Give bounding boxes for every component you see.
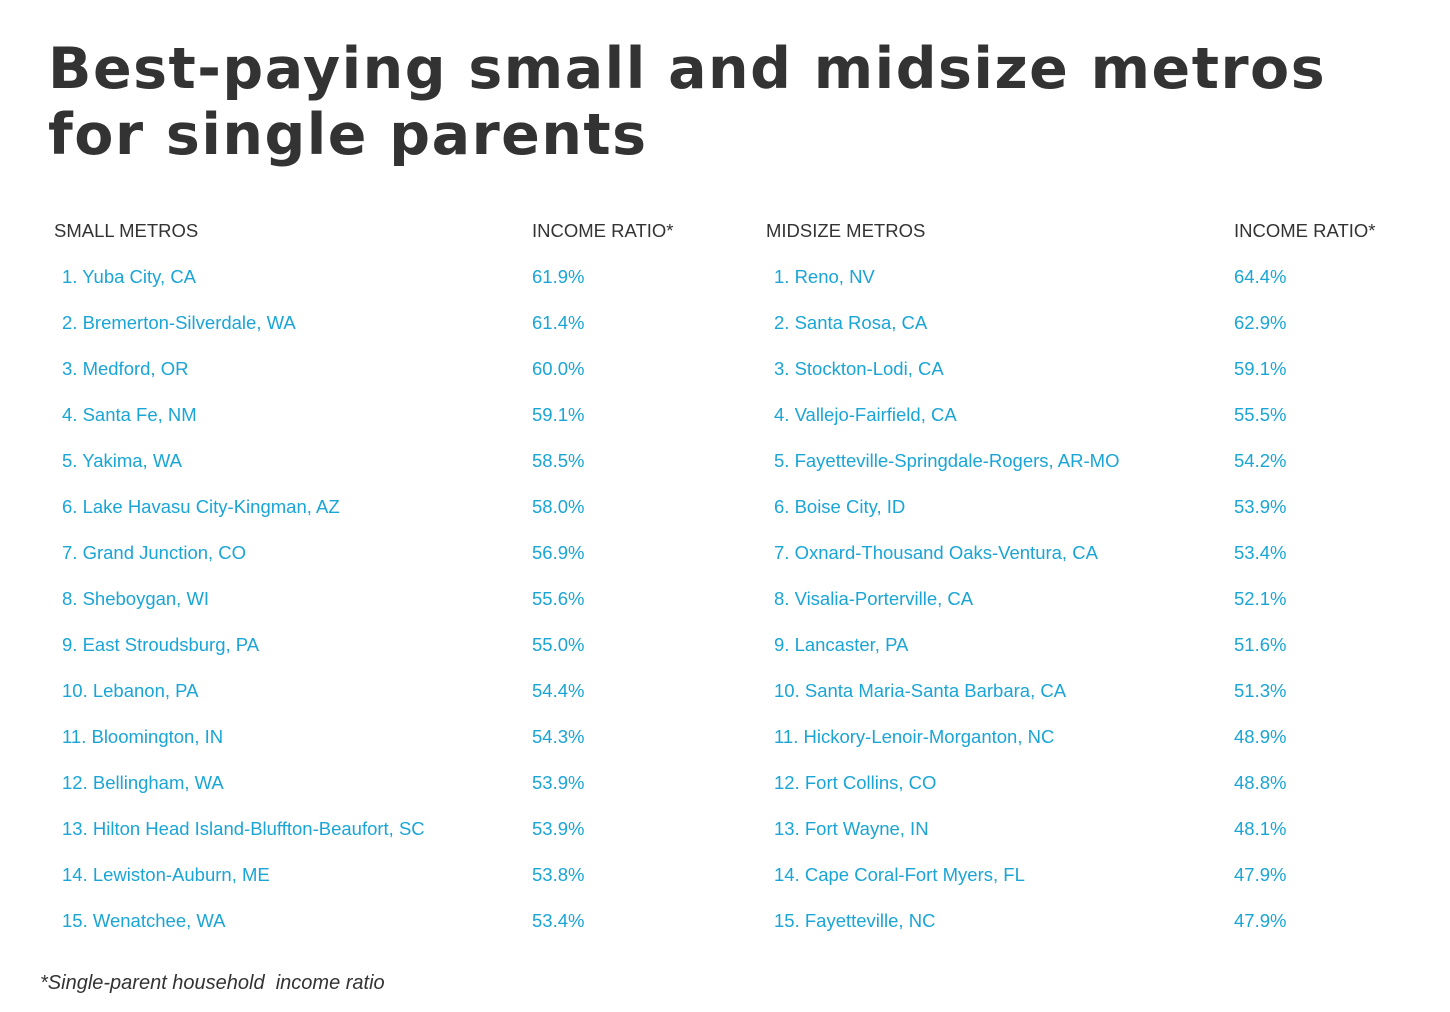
metro-name: 6. Lake Havasu City-Kingman, AZ — [62, 496, 340, 517]
income-ratio-value: 56.9% — [532, 542, 585, 563]
metro-name: 5. Fayetteville-Springdale-Rogers, AR-MO — [774, 450, 1120, 471]
income-ratio-value: 58.0% — [532, 496, 585, 517]
metro-name: 3. Stockton-Lodi, CA — [774, 358, 944, 379]
income-ratio-value: 51.6% — [1234, 634, 1287, 655]
income-ratio-value: 48.8% — [1234, 772, 1287, 793]
income-ratio-value: 48.1% — [1234, 818, 1287, 839]
metro-name: 3. Medford, OR — [62, 358, 189, 379]
metro-name: 14. Lewiston-Auburn, ME — [62, 864, 270, 885]
income-ratio-value: 61.9% — [532, 266, 585, 287]
income-ratio-value: 55.6% — [532, 588, 585, 609]
metro-name: 5. Yakima, WA — [62, 450, 182, 471]
metro-name: 10. Lebanon, PA — [62, 680, 199, 701]
income-ratio-value: 54.2% — [1234, 450, 1287, 471]
metro-name: 12. Fort Collins, CO — [774, 772, 937, 793]
metro-name: 13. Fort Wayne, IN — [774, 818, 929, 839]
metro-name: 1. Reno, NV — [774, 266, 875, 287]
income-ratio-value: 58.5% — [532, 450, 585, 471]
income-ratio-value: 53.8% — [532, 864, 585, 885]
metro-name: 8. Visalia-Porterville, CA — [774, 588, 974, 609]
income-ratio-value: 54.3% — [532, 726, 585, 747]
metro-name: 7. Grand Junction, CO — [62, 542, 247, 563]
income-ratio-value: 62.9% — [1234, 312, 1287, 333]
income-ratio-value: 64.4% — [1234, 266, 1287, 287]
income-ratio-value: 61.4% — [532, 312, 585, 333]
metro-name: 6. Boise City, ID — [774, 496, 906, 517]
metro-name: 4. Santa Fe, NM — [62, 404, 197, 425]
metro-name: 11. Hickory-Lenoir-Morganton, NC — [774, 726, 1055, 747]
metro-name: 2. Santa Rosa, CA — [774, 312, 928, 333]
income-ratio-value: 47.9% — [1234, 864, 1287, 885]
income-ratio-value: 53.9% — [532, 818, 585, 839]
income-ratio-value: 53.9% — [1234, 496, 1287, 517]
metro-name: 11. Bloomington, IN — [62, 726, 224, 747]
income-ratio-value: 53.4% — [1234, 542, 1287, 563]
income-ratio-value: 55.5% — [1234, 404, 1287, 425]
header-income-ratio: INCOME RATIO* — [532, 220, 674, 241]
metro-name: 12. Bellingham, WA — [62, 772, 224, 793]
metro-name: 4. Vallejo-Fairfield, CA — [774, 404, 957, 425]
income-ratio-value: 59.1% — [1234, 358, 1287, 379]
income-ratio-value: 55.0% — [532, 634, 585, 655]
metro-name: 7. Oxnard-Thousand Oaks-Ventura, CA — [774, 542, 1098, 563]
income-ratio-value: 52.1% — [1234, 588, 1287, 609]
footnote: *Single-parent household income ratio — [40, 972, 385, 994]
header-metro-name: SMALL METROS — [54, 220, 199, 241]
income-ratio-value: 51.3% — [1234, 680, 1287, 701]
metro-name: 10. Santa Maria-Santa Barbara, CA — [774, 680, 1067, 701]
metro-name: 8. Sheboygan, WI — [62, 588, 210, 609]
income-ratio-value: 47.9% — [1234, 910, 1287, 931]
income-ratio-value: 60.0% — [532, 358, 585, 379]
income-ratio-value: 53.4% — [532, 910, 585, 931]
metro-name: 2. Bremerton-Silverdale, WA — [62, 312, 296, 333]
metro-name: 1. Yuba City, CA — [62, 266, 197, 287]
metro-name: 15. Fayetteville, NC — [774, 910, 936, 931]
metro-name: 13. Hilton Head Island-Bluffton-Beaufort… — [62, 818, 425, 839]
page-title: Best-paying small and midsize metros for… — [48, 36, 1327, 168]
header-metro-name: MIDSIZE METROS — [766, 220, 926, 241]
income-ratio-value: 53.9% — [532, 772, 585, 793]
metro-name: 9. Lancaster, PA — [774, 634, 909, 655]
income-ratio-value: 48.9% — [1234, 726, 1287, 747]
metro-name: 15. Wenatchee, WA — [62, 910, 226, 931]
income-ratio-value: 59.1% — [532, 404, 585, 425]
header-income-ratio: INCOME RATIO* — [1234, 220, 1376, 241]
metro-name: 9. East Stroudsburg, PA — [62, 634, 260, 655]
income-ratio-value: 54.4% — [532, 680, 585, 701]
metro-name: 14. Cape Coral-Fort Myers, FL — [774, 864, 1025, 885]
